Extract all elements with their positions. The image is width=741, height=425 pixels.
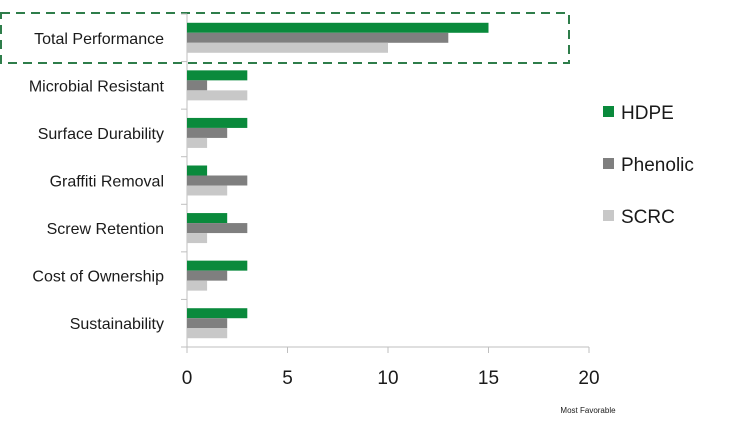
x-tick-label: 15	[478, 368, 499, 389]
bar-phenolic-6	[187, 270, 228, 281]
highlight-layer	[0, 12, 570, 64]
bar-scrc-4	[187, 185, 228, 196]
bar-hdpe-2	[187, 70, 248, 81]
bar-hdpe-6	[187, 260, 248, 271]
x-axis-label: Most Favorable	[560, 406, 616, 415]
legend-swatch-hdpe	[603, 106, 614, 117]
bar-scrc-1	[187, 42, 388, 53]
bar-phenolic-3	[187, 127, 228, 138]
category-label: Surface Durability	[38, 126, 164, 143]
bar-phenolic-2	[187, 80, 208, 91]
bar-scrc-6	[187, 280, 208, 291]
bar-scrc-7	[187, 328, 228, 339]
highlight-box	[0, 12, 570, 64]
category-label: Graffiti Removal	[50, 174, 164, 191]
bar-scrc-3	[187, 137, 208, 148]
x-tick-label: 20	[578, 368, 599, 389]
bar-scrc-2	[187, 90, 248, 101]
category-label: Microbial Resistant	[29, 78, 165, 95]
category-label: Sustainability	[70, 316, 164, 333]
bar-phenolic-1	[187, 32, 449, 43]
bar-layer	[187, 22, 489, 339]
bar-hdpe-5	[187, 213, 228, 224]
x-tick-label: 10	[377, 368, 398, 389]
category-label: Screw Retention	[47, 221, 164, 238]
bar-hdpe-1	[187, 22, 489, 33]
bar-hdpe-7	[187, 308, 248, 319]
bar-phenolic-5	[187, 223, 248, 234]
legend-swatch-phenolic	[603, 158, 614, 169]
bar-phenolic-7	[187, 318, 228, 329]
bar-hdpe-3	[187, 117, 248, 128]
bar-scrc-5	[187, 233, 208, 244]
x-tick-label: 0	[182, 368, 193, 389]
bar-hdpe-4	[187, 165, 208, 176]
legend-label-hdpe: HDPE	[621, 103, 674, 124]
bar-phenolic-4	[187, 175, 248, 186]
legend-layer: HDPE Phenolic SCRC	[603, 103, 694, 228]
label-layer: 0 5 10 15 20 Total Performance Microbial Resis…	[29, 31, 600, 389]
legend-swatch-scrc	[603, 210, 614, 221]
x-tick-label: 5	[282, 368, 293, 389]
category-label: Cost of Ownership	[32, 269, 164, 286]
category-label: Total Performance	[34, 31, 164, 48]
legend-label-scrc: SCRC	[621, 207, 675, 228]
legend-label-phenolic: Phenolic	[621, 155, 694, 176]
